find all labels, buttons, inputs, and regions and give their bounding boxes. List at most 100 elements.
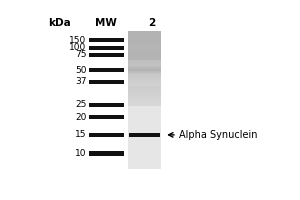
Bar bbox=[128, 67, 161, 68]
Bar bbox=[128, 121, 161, 122]
Bar bbox=[128, 90, 161, 91]
Bar bbox=[128, 68, 161, 69]
Bar bbox=[128, 114, 161, 115]
Bar bbox=[128, 103, 161, 104]
Bar bbox=[128, 92, 161, 93]
Bar bbox=[128, 109, 161, 110]
Bar bbox=[128, 32, 161, 33]
Bar bbox=[129, 133, 160, 137]
Bar bbox=[128, 48, 161, 49]
Bar bbox=[128, 53, 161, 54]
Bar bbox=[128, 138, 161, 139]
Text: MW: MW bbox=[95, 18, 117, 28]
Bar bbox=[128, 58, 161, 59]
Bar bbox=[128, 108, 161, 109]
Bar bbox=[128, 55, 161, 56]
Bar bbox=[128, 42, 161, 43]
Bar bbox=[128, 161, 161, 162]
Bar bbox=[128, 59, 161, 60]
Bar bbox=[128, 47, 161, 48]
Bar bbox=[128, 139, 161, 140]
Bar bbox=[128, 33, 161, 34]
Bar bbox=[128, 39, 161, 40]
Bar bbox=[128, 110, 161, 111]
Bar bbox=[128, 160, 161, 161]
Bar bbox=[128, 136, 161, 137]
Bar bbox=[128, 146, 161, 147]
Bar bbox=[128, 141, 161, 142]
Bar bbox=[128, 95, 161, 96]
Bar bbox=[128, 94, 161, 95]
Bar bbox=[128, 64, 161, 65]
Bar bbox=[128, 144, 161, 145]
Bar bbox=[128, 82, 161, 83]
Bar bbox=[128, 31, 161, 32]
Bar bbox=[128, 74, 161, 75]
Bar bbox=[128, 119, 161, 120]
Bar bbox=[128, 63, 161, 64]
Bar bbox=[128, 151, 161, 152]
Bar bbox=[128, 66, 161, 67]
Bar bbox=[128, 51, 161, 52]
Bar bbox=[128, 120, 161, 121]
Bar bbox=[128, 116, 161, 117]
Bar bbox=[128, 112, 161, 113]
Bar bbox=[89, 133, 124, 137]
Text: 25: 25 bbox=[75, 100, 86, 109]
Bar bbox=[128, 136, 161, 137]
Bar bbox=[128, 150, 161, 151]
Bar bbox=[128, 93, 161, 94]
Bar bbox=[128, 41, 161, 42]
Bar bbox=[128, 158, 161, 159]
Bar bbox=[128, 50, 161, 51]
Bar bbox=[128, 117, 161, 118]
Bar bbox=[128, 70, 161, 71]
Bar bbox=[128, 72, 161, 73]
Bar bbox=[128, 142, 161, 143]
Bar bbox=[128, 79, 161, 80]
Bar bbox=[128, 115, 161, 116]
Bar bbox=[128, 123, 161, 124]
Bar bbox=[128, 116, 161, 117]
Bar bbox=[128, 129, 161, 130]
Bar bbox=[128, 125, 161, 126]
Bar bbox=[128, 134, 161, 135]
Bar bbox=[128, 76, 161, 77]
Bar bbox=[128, 80, 161, 81]
Bar bbox=[128, 96, 161, 97]
Bar bbox=[128, 137, 161, 138]
Bar bbox=[128, 97, 161, 98]
Bar bbox=[128, 101, 161, 102]
Bar bbox=[128, 143, 161, 144]
Bar bbox=[128, 166, 161, 167]
Bar bbox=[128, 107, 161, 108]
Bar bbox=[128, 101, 161, 102]
Bar bbox=[128, 142, 161, 143]
Bar bbox=[128, 84, 161, 85]
Bar bbox=[128, 106, 161, 107]
Bar bbox=[128, 92, 161, 93]
Bar bbox=[89, 80, 124, 84]
Bar bbox=[128, 107, 161, 108]
Bar bbox=[128, 118, 161, 119]
Bar bbox=[128, 167, 161, 168]
Bar bbox=[128, 99, 161, 100]
Bar bbox=[128, 44, 161, 45]
Bar bbox=[128, 151, 161, 152]
Bar bbox=[128, 147, 161, 148]
Bar bbox=[128, 157, 161, 158]
Bar bbox=[128, 70, 161, 71]
Text: 2: 2 bbox=[148, 18, 155, 28]
Bar bbox=[128, 68, 161, 69]
Bar bbox=[128, 153, 161, 154]
Bar bbox=[128, 62, 161, 63]
Bar bbox=[128, 102, 161, 103]
Bar bbox=[128, 130, 161, 131]
Bar bbox=[128, 78, 161, 79]
Bar bbox=[128, 125, 161, 126]
Bar bbox=[128, 124, 161, 125]
Bar bbox=[128, 131, 161, 132]
Bar bbox=[128, 157, 161, 158]
Bar bbox=[128, 166, 161, 167]
Bar bbox=[128, 60, 161, 61]
